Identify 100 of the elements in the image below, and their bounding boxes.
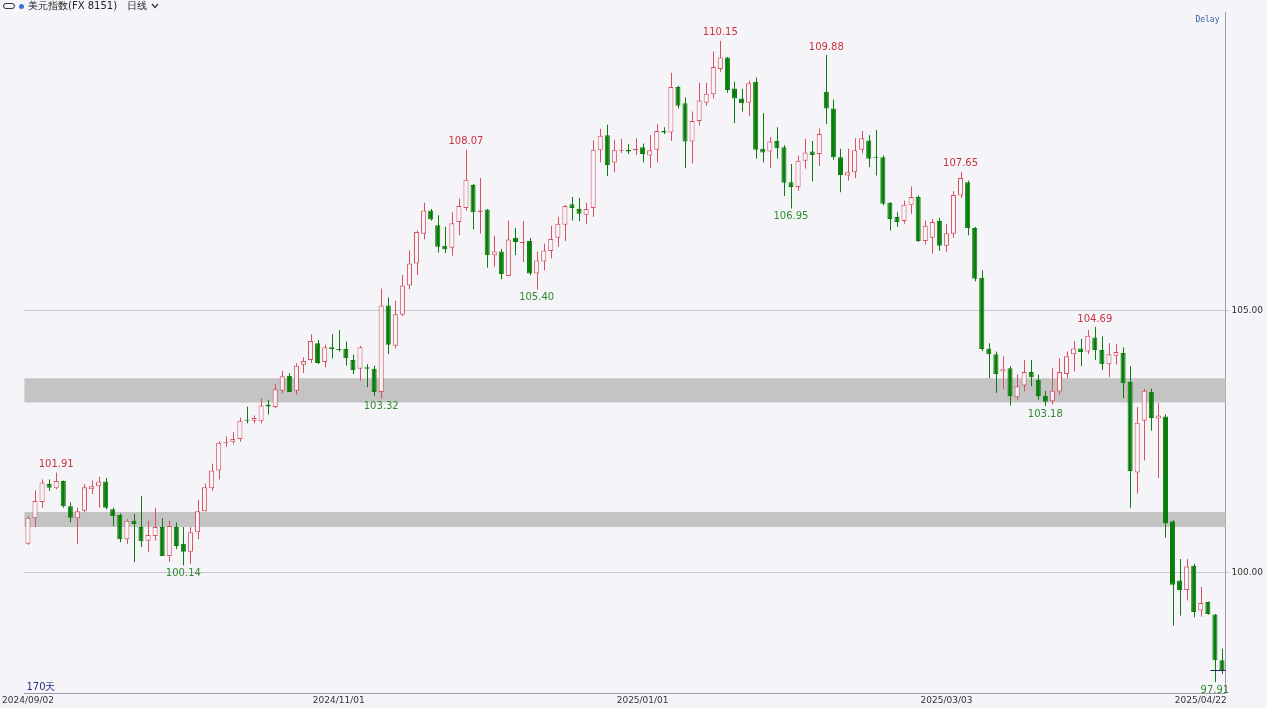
- candlestick: [202, 483, 208, 512]
- candlestick: [1092, 326, 1098, 361]
- candlestick: [498, 248, 504, 280]
- candlestick: [81, 483, 87, 513]
- candlestick: [74, 507, 80, 545]
- candlestick: [1085, 329, 1091, 355]
- candlestick: [173, 521, 179, 550]
- candlestick: [315, 339, 321, 365]
- candlestick: [852, 137, 858, 179]
- candlestick: [456, 198, 462, 236]
- annotation: 103.18: [1027, 407, 1063, 419]
- annotation: 110.15: [702, 26, 738, 38]
- candlestick: [717, 40, 723, 73]
- candlestick: [837, 148, 843, 193]
- candlestick: [145, 520, 151, 553]
- candlestick: [534, 250, 540, 291]
- candlestick: [124, 518, 130, 545]
- candlestick: [887, 201, 893, 232]
- candlestick: [859, 130, 865, 154]
- candlestick: [541, 243, 547, 271]
- annotation: 104.69: [1077, 312, 1113, 324]
- candlestick: [117, 512, 123, 543]
- x-tick-label: 2024/09/02: [2, 694, 54, 705]
- candlestick: [922, 220, 928, 246]
- candlestick: [32, 489, 38, 528]
- candlestick: [943, 223, 949, 253]
- candlestick: [1035, 374, 1041, 401]
- candlestick: [421, 202, 427, 240]
- candlestick: [675, 85, 681, 109]
- annotation: 170天: [26, 680, 56, 692]
- candlestick: [738, 88, 745, 113]
- annotation: 100.14: [165, 566, 201, 578]
- candlestick: [519, 220, 526, 263]
- candlestick: [703, 82, 709, 107]
- candlestick: [654, 123, 660, 163]
- annotation: 108.07: [448, 135, 484, 147]
- candlestick: [1198, 586, 1204, 618]
- candlestick: [746, 80, 752, 117]
- x-tick-label: 2025/04/22: [1174, 694, 1227, 705]
- y-tick-label: 105.00: [1231, 305, 1264, 316]
- candlestick: [569, 196, 575, 222]
- candlestick: [1021, 359, 1027, 392]
- candlestick: [322, 344, 328, 368]
- candlestick: [1056, 357, 1063, 396]
- candlestick: [152, 507, 158, 542]
- candlestick: [286, 372, 292, 393]
- x-tick-label: 2025/01/01: [616, 694, 669, 705]
- candlestick: [555, 216, 561, 248]
- candlestick: [816, 127, 822, 167]
- candlestick: [1028, 359, 1034, 387]
- candlestick: [180, 526, 186, 566]
- candlestick: [901, 200, 907, 225]
- candlestick: [1106, 342, 1112, 378]
- candlestick: [583, 202, 589, 225]
- candlestick: [908, 185, 914, 215]
- candlestick: [597, 128, 603, 163]
- candlestick: [823, 54, 829, 125]
- candlestick: [110, 507, 116, 527]
- candlestick: [788, 163, 794, 209]
- candlestick: [39, 478, 45, 509]
- candlestick: [1071, 340, 1077, 372]
- annotation: 105.40: [519, 291, 555, 303]
- candlestick: [272, 383, 278, 409]
- candlestick: [689, 111, 695, 164]
- candlestick: [67, 501, 73, 523]
- candlestick: [611, 139, 617, 173]
- candlestick: [237, 417, 243, 443]
- y-tick-label: 100.00: [1231, 567, 1264, 578]
- annotation: 107.65: [943, 157, 979, 169]
- candlestick: [371, 365, 377, 397]
- annotation: 97.91: [1200, 683, 1230, 695]
- candlestick: [209, 463, 215, 492]
- annotation: Delay: [1195, 15, 1220, 25]
- annotation: 109.88: [808, 40, 844, 52]
- candlestick: [449, 211, 455, 257]
- candlestick: [958, 171, 964, 199]
- candlestick: [350, 354, 356, 375]
- candlestick: [293, 362, 299, 396]
- candlestick: [1014, 374, 1020, 401]
- candlestick: [986, 342, 992, 379]
- annotation: 101.91: [38, 458, 74, 470]
- candlestick: [1099, 335, 1105, 371]
- candlestick: [406, 249, 413, 290]
- candlestick: [194, 499, 201, 540]
- candlestick: [343, 341, 349, 367]
- candlestick: [576, 197, 582, 222]
- candlestick: [187, 526, 193, 565]
- candlestick: [640, 143, 646, 163]
- candlestick: [562, 204, 568, 242]
- candlestick: [1177, 558, 1183, 617]
- candlestick: [929, 218, 935, 255]
- candlestick: [809, 140, 815, 182]
- candlestick: [767, 136, 773, 169]
- candlestick: [491, 235, 497, 268]
- candlestick: [60, 479, 66, 509]
- chart-subtitle: 日线: [127, 0, 148, 13]
- candlestick: [258, 397, 264, 424]
- candlestick: [696, 82, 702, 127]
- candlestick: [1064, 351, 1070, 379]
- candlestick: [1184, 558, 1190, 601]
